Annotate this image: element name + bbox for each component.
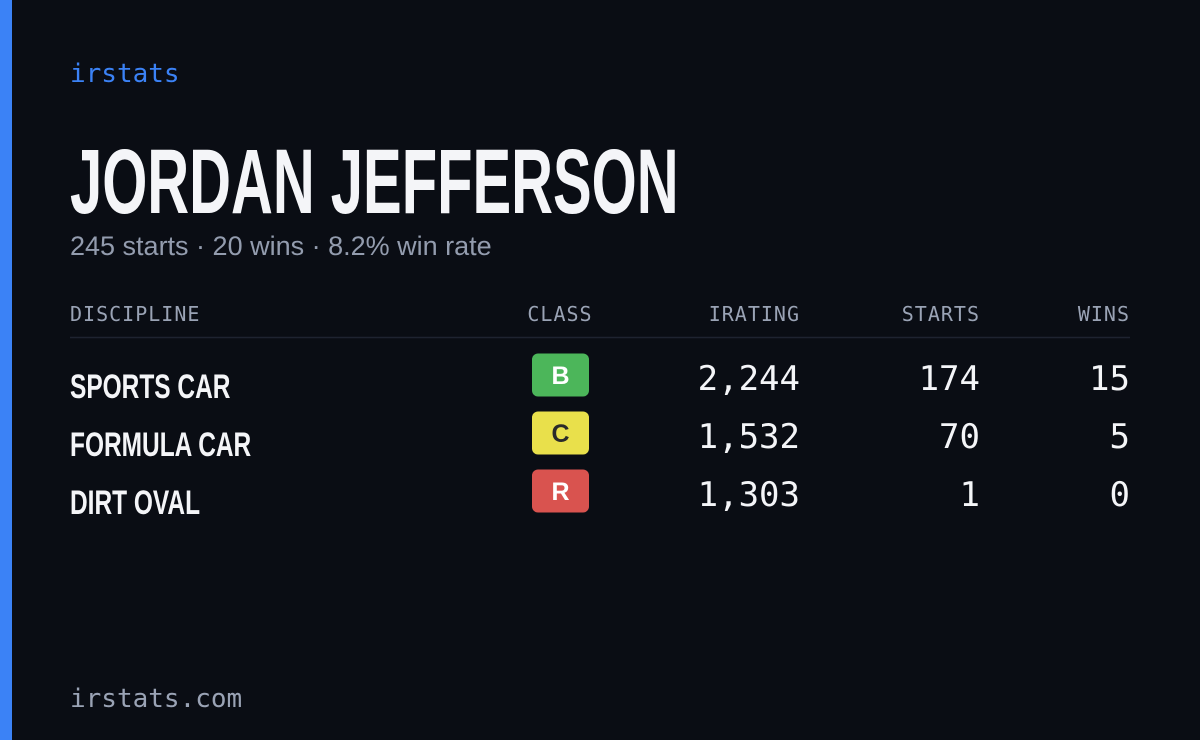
- brand: irstats: [70, 59, 180, 89]
- column-header: DISCIPLINE: [70, 302, 200, 326]
- wins: 0: [1110, 475, 1130, 515]
- accent-bar: [0, 0, 12, 740]
- column-header: CLASS: [527, 302, 592, 326]
- column-header: WINS: [1078, 302, 1130, 326]
- driver-name: JORDAN JEFFERSON: [70, 130, 679, 233]
- irating: 1,532: [698, 417, 800, 457]
- wins: 5: [1110, 417, 1130, 457]
- class-badge: [532, 353, 589, 397]
- driver-summary: 245 starts · 20 wins · 8.2% win rate: [70, 231, 492, 261]
- irating: 2,244: [698, 359, 800, 399]
- wins: 15: [1089, 359, 1130, 399]
- table: DISCIPLINE CLASS IRATING STARTS WINS SPORTS C…: [70, 302, 1130, 522]
- class-letter: C: [551, 420, 569, 448]
- class-badge: [532, 469, 589, 513]
- discipline: FORMULA CAR: [70, 426, 251, 464]
- irating: 1,303: [698, 475, 800, 515]
- column-header: STARTS: [902, 302, 980, 326]
- starts: 1: [960, 475, 980, 515]
- starts: 70: [939, 417, 980, 457]
- discipline: SPORTS CAR: [70, 368, 230, 406]
- class-letter: R: [551, 478, 569, 506]
- column-header: IRATING: [709, 302, 800, 326]
- class-badge: [532, 411, 589, 455]
- footer: irstats.com: [70, 684, 242, 714]
- class-letter: B: [551, 362, 569, 390]
- starts: 174: [919, 359, 980, 399]
- discipline: DIRT OVAL: [70, 484, 200, 522]
